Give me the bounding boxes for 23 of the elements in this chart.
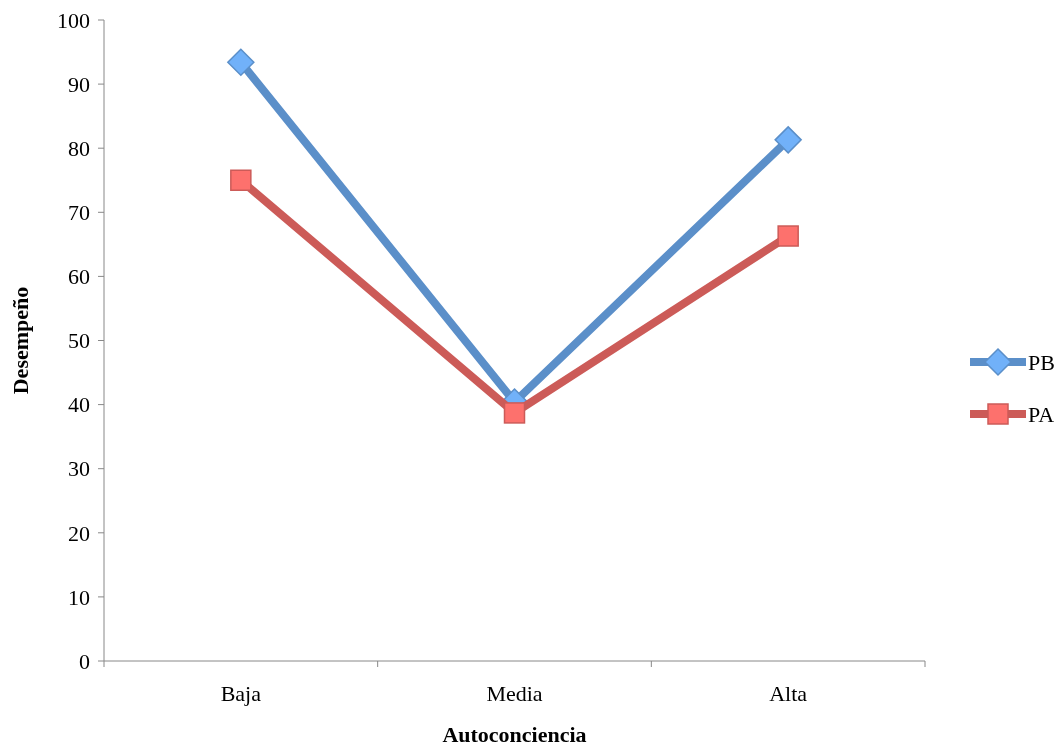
y-axis-title: Desempeño xyxy=(8,286,33,395)
y-tick-label: 70 xyxy=(68,200,90,225)
y-tick-label: 10 xyxy=(68,584,90,610)
y-tick-label: 0 xyxy=(79,648,90,674)
y-tick-label: 50 xyxy=(68,328,90,354)
point xyxy=(503,402,526,424)
y-tick-label: 80 xyxy=(68,135,90,161)
x-tick-label: Baja xyxy=(220,681,262,706)
x-tick-label: Media xyxy=(486,681,543,706)
y-tick-label: 90 xyxy=(68,71,90,97)
legend-label: PA xyxy=(1028,401,1055,427)
legend-label: PB xyxy=(1028,349,1055,375)
y-tick-label: 60 xyxy=(68,264,90,290)
y-tick-label: 20 xyxy=(68,520,90,546)
point xyxy=(774,126,802,154)
y-tick-label: 40 xyxy=(68,392,90,418)
y-tick-label: 30 xyxy=(68,456,90,482)
x-axis-title: Autoconciencia xyxy=(442,722,587,744)
x-tick-label: Alta xyxy=(769,681,808,706)
y-tick-label: 100 xyxy=(57,7,90,33)
point xyxy=(777,225,799,247)
point xyxy=(230,169,252,191)
point xyxy=(227,48,255,77)
